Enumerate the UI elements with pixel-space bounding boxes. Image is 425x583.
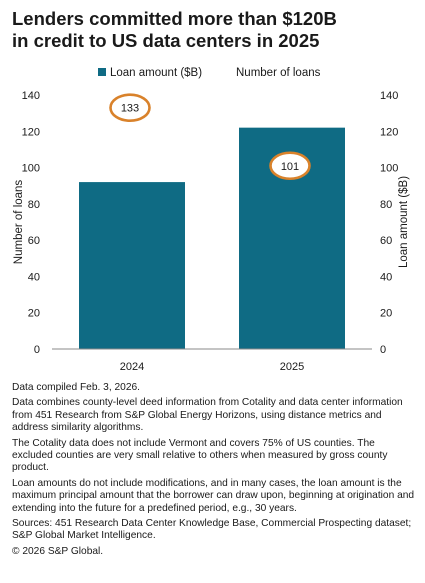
y-tick-left: 0 — [34, 344, 40, 356]
y-tick-left: 20 — [28, 308, 40, 320]
loan-count-marker — [269, 151, 311, 181]
note-copyright: © 2026 S&P Global. — [12, 545, 104, 557]
y-tick-left: 100 — [22, 163, 40, 175]
y-tick-right: 80 — [380, 199, 392, 211]
legend-swatch-loan-amount — [98, 68, 106, 76]
y-tick-left: 60 — [28, 235, 40, 247]
loan-count-label: 101 — [281, 161, 299, 173]
chart-title: Lenders committed more than $120B in cre… — [12, 8, 412, 52]
y-tick-right: 0 — [380, 344, 386, 356]
y-axis-title-left: Number of loans — [13, 180, 25, 265]
y-tick-right: 140 — [380, 90, 398, 102]
y-tick-right: 20 — [380, 308, 392, 320]
x-tick-label: 2024 — [120, 361, 144, 373]
legend-label-number-of-loans: Number of loans — [236, 67, 321, 79]
y-tick-right: 60 — [380, 235, 392, 247]
bar-chart: Loan amount ($B) Number of loans 0 0 20 20 40 4… — [13, 67, 410, 373]
loan-count-marker — [109, 93, 151, 123]
y-tick-left: 140 — [22, 90, 40, 102]
y-tick-right: 120 — [380, 126, 398, 138]
note-loan-amounts: Loan amounts do not include modification… — [12, 477, 415, 514]
loan-count-label: 133 — [121, 103, 139, 115]
y-tick-right: 100 — [380, 163, 398, 175]
note-date: Data compiled Feb. 3, 2026. — [12, 382, 140, 393]
y-tick-left: 40 — [28, 271, 40, 283]
y-tick-right: 40 — [380, 271, 392, 283]
chart-title-line-2: in credit to US data centers in 2025 — [12, 30, 320, 51]
chart-notes: Data compiled Feb. 3, 2026. Data combine… — [12, 382, 416, 561]
legend-label-loan-amount: Loan amount ($B) — [110, 67, 202, 79]
bar-loan-amount — [79, 182, 185, 349]
x-tick-label: 2025 — [280, 361, 304, 373]
note-sources: Sources: 451 Research Data Center Knowle… — [12, 518, 412, 542]
y-tick-left: 80 — [28, 199, 40, 211]
chart-title-line-1: Lenders committed more than $120B — [12, 8, 337, 29]
y-tick-left: 120 — [22, 126, 40, 138]
note-coverage: The Cotality data does not include Vermo… — [12, 437, 388, 474]
note-data-sources: Data combines county-level deed informat… — [12, 397, 403, 434]
y-axis-title-right: Loan amount ($B) — [398, 176, 410, 268]
